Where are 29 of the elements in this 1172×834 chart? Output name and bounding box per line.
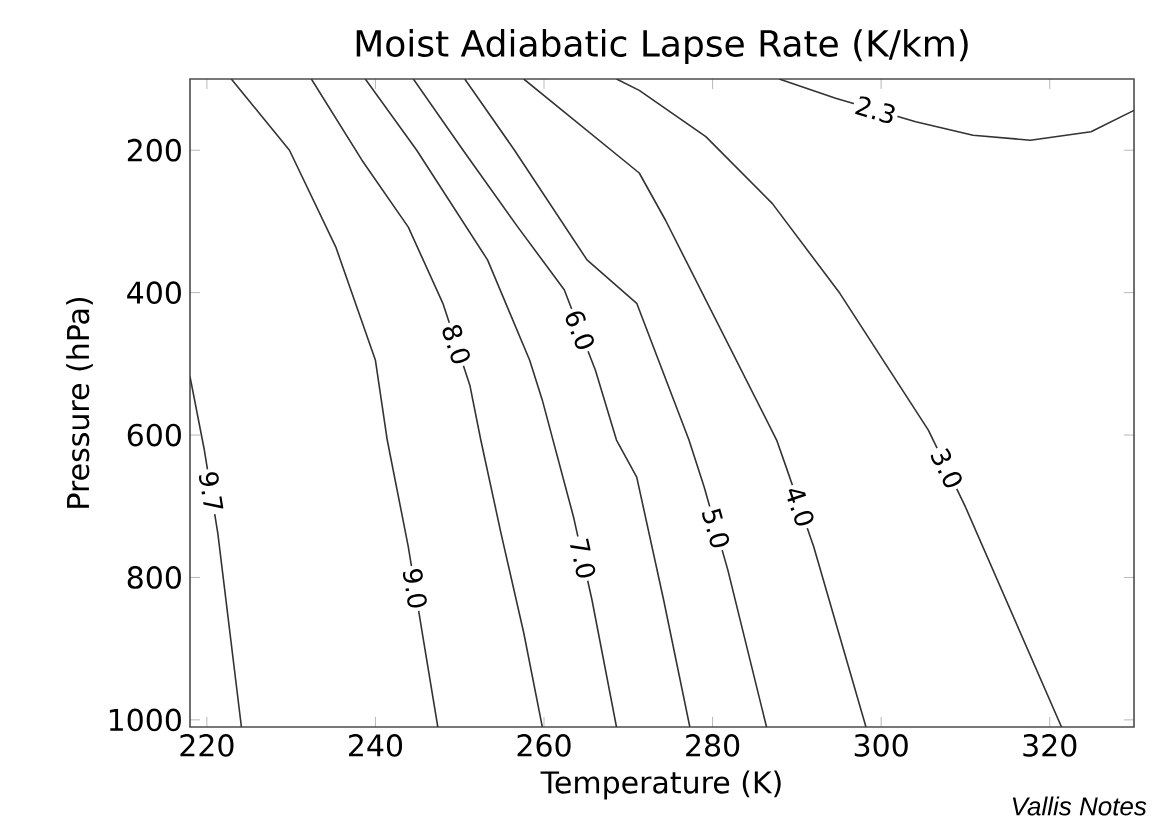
line-series xyxy=(615,79,1063,727)
x-tick-label: 220 xyxy=(180,734,234,757)
x-axis-title: Temperature (K) xyxy=(540,770,781,800)
text: 3.0 xyxy=(930,448,962,488)
y-tick-label: 1000 xyxy=(109,708,181,732)
text: 4.0 xyxy=(787,489,814,526)
y-tick-label: 200 xyxy=(127,138,181,162)
text: 9.0 xyxy=(402,569,427,608)
text: 9.7 xyxy=(199,472,224,509)
line-series xyxy=(310,79,544,727)
text: 8.0 xyxy=(442,324,470,364)
text: 6.0 xyxy=(565,311,594,349)
y-tick-label: 400 xyxy=(127,281,181,304)
x-tick-label: 320 xyxy=(1023,734,1077,757)
y-tick-label: 600 xyxy=(127,423,181,447)
x-tick-label: 240 xyxy=(349,734,403,757)
line-series xyxy=(230,79,439,727)
x-tick-label: 280 xyxy=(686,734,740,757)
text: Vallis Notes xyxy=(1012,796,1147,816)
y-axis-title: Pressure (hPa) xyxy=(66,297,93,508)
x-tick-label: 260 xyxy=(517,734,571,757)
text: 7.0 xyxy=(570,538,596,578)
text: 2.3 xyxy=(855,96,895,124)
text: 5.0 xyxy=(702,508,730,548)
x-tick-label: 300 xyxy=(854,734,908,757)
y-tick-label: 800 xyxy=(127,566,181,589)
line-series xyxy=(778,79,1135,142)
chart-title: Moist Adiabatic Lapse Rate (K/km) xyxy=(356,29,968,64)
line-series xyxy=(364,79,618,727)
